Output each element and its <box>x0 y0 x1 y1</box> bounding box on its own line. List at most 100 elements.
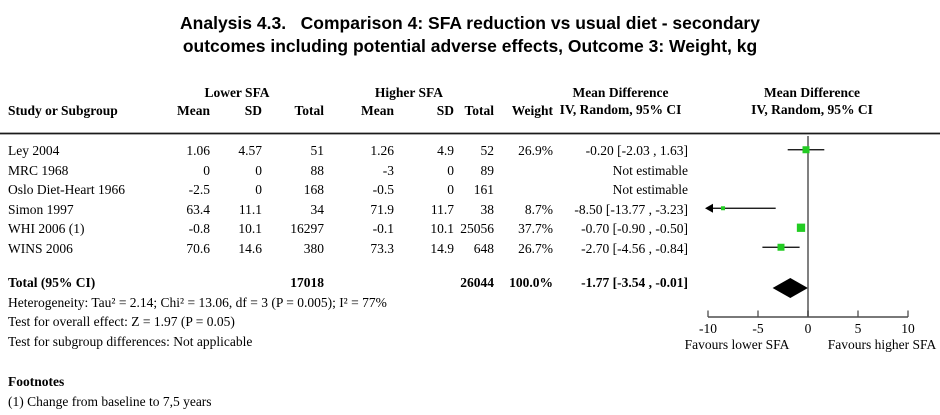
stats-line: Test for subgroup differences: Not appli… <box>8 333 253 349</box>
column-header-row: Study or Subgroup Mean SD Total Mean SD … <box>8 85 692 120</box>
table-row: WHI 2006 (1) -0.8 10.1 16297 -0.1 10.1 2… <box>8 219 692 239</box>
col-study: Study or Subgroup <box>8 103 118 118</box>
plot-header-line2: IV, Random, 95% CI <box>751 102 873 117</box>
sd-lower: 0 <box>255 182 262 197</box>
sd-higher: 4.9 <box>437 143 454 158</box>
md-ci-text: Not estimable <box>612 162 688 178</box>
total-higher: 161 <box>473 182 494 197</box>
total-higher-n: 26044 <box>460 275 494 290</box>
weight-value: 26.9% <box>518 143 553 158</box>
col-mean-higher: Mean <box>361 103 394 118</box>
favours-right-label: Favours higher SFA <box>828 337 937 352</box>
md-ci-text: -0.20 [-2.03 , 1.63] <box>585 143 688 158</box>
study-name: Ley 2004 <box>8 143 60 158</box>
col-total-lower: Total <box>294 103 324 118</box>
mean-lower: 1.06 <box>186 143 210 158</box>
col-total-higher: Total <box>464 103 494 118</box>
stats-line: Heterogeneity: Tau² = 2.14; Chi² = 13.06… <box>8 294 387 310</box>
col-sd-higher: SD <box>436 103 454 118</box>
analysis-title-line2: outcomes including potential adverse eff… <box>182 36 758 56</box>
group-header-row: Lower SFA Higher SFA <box>8 84 692 101</box>
weight-value: 26.7% <box>518 240 553 256</box>
weight-value <box>494 161 553 181</box>
md-ci-text: Not estimable <box>612 182 688 197</box>
total-lower: 380 <box>303 240 324 256</box>
total-higher: 89 <box>480 162 495 178</box>
sd-higher: 10.1 <box>430 221 454 236</box>
mean-higher: -0.1 <box>372 221 394 236</box>
total-label: Total (95% CI) <box>8 275 96 290</box>
ci-arrow-left <box>705 203 713 213</box>
total-lower: 51 <box>310 143 325 158</box>
table-row: Ley 2004 1.06 4.57 51 1.26 4.9 52 26.9% … <box>8 141 692 161</box>
stats-lines: Heterogeneity: Tau² = 2.14; Chi² = 13.06… <box>8 293 692 352</box>
col-mean-difference: Mean Difference IV, Random, 95% CI <box>553 84 688 118</box>
table-row: Simon 1997 63.4 11.1 34 71.9 11.7 38 8.7… <box>8 200 692 220</box>
md-header-line1: Mean Difference <box>572 85 669 100</box>
mean-higher: 1.26 <box>370 143 394 158</box>
mean-higher: -3 <box>382 162 394 178</box>
study-name: Oslo Diet-Heart 1966 <box>8 182 125 197</box>
total-lower: 34 <box>310 201 325 217</box>
study-name: MRC 1968 <box>8 162 69 178</box>
total-higher: 648 <box>473 240 494 256</box>
group-header-lower-sfa: Lower SFA <box>204 85 270 100</box>
sd-lower: 14.6 <box>238 240 262 256</box>
total-md: -1.77 [-3.54 , -0.01] <box>581 275 688 290</box>
footnotes-heading: Footnotes <box>8 374 65 389</box>
mean-lower: -0.8 <box>188 221 210 236</box>
axis-tick-label: 10 <box>901 321 915 336</box>
axis-tick-label: 5 <box>855 321 862 336</box>
group-header-higher-sfa: Higher SFA <box>374 85 444 100</box>
stats-line: Test for overall effect: Z = 1.97 (P = 0… <box>8 314 235 329</box>
md-ci-text: -0.70 [-0.90 , -0.50] <box>581 221 688 236</box>
table-row: WINS 2006 70.6 14.6 380 73.3 14.9 648 26… <box>8 239 692 259</box>
forest-table: Lower SFA Higher SFA Study or Subgroup M… <box>8 84 692 351</box>
table-row: MRC 1968 0 0 88 -3 0 89 Not estimable <box>8 161 692 181</box>
study-name: Simon 1997 <box>8 201 74 217</box>
summary-diamond <box>772 278 808 298</box>
effect-square <box>802 146 810 154</box>
mean-lower: 0 <box>203 162 210 178</box>
study-name: WHI 2006 (1) <box>8 221 85 236</box>
sd-higher: 14.9 <box>430 240 454 256</box>
axis-tick-label: -10 <box>699 321 717 336</box>
col-sd-lower: SD <box>244 103 262 118</box>
axis-tick-label: -5 <box>752 321 763 336</box>
axis-tick-label: 0 <box>805 321 812 336</box>
effect-square <box>796 223 806 232</box>
md-header-line2: IV, Random, 95% CI <box>559 102 682 117</box>
plot-column-header: Mean Difference IV, Random, 95% CI <box>692 84 932 118</box>
effect-square <box>721 206 725 211</box>
mean-lower: 70.6 <box>186 240 210 256</box>
footnote-item: (1) Change from baseline to 7,5 years <box>8 394 212 409</box>
sd-lower: 4.57 <box>238 143 262 158</box>
col-weight: Weight <box>511 103 553 118</box>
total-lower: 88 <box>310 162 325 178</box>
total-higher: 38 <box>480 201 495 217</box>
total-lower-n: 17018 <box>290 275 324 290</box>
plot-header-line1: Mean Difference <box>763 85 861 100</box>
footnote-items: (1) Change from baseline to 7,5 years <box>8 392 212 412</box>
mean-higher: -0.5 <box>372 182 394 197</box>
weight-value: 8.7% <box>524 201 553 217</box>
total-higher: 52 <box>480 143 495 158</box>
mean-lower: -2.5 <box>188 182 210 197</box>
mean-higher: 73.3 <box>370 240 394 256</box>
table-row: Oslo Diet-Heart 1966 -2.5 0 168 -0.5 0 1… <box>8 180 692 200</box>
md-ci-text: -2.70 [-4.56 , -0.84] <box>581 240 688 256</box>
total-lower: 168 <box>303 182 324 197</box>
sd-lower: 11.1 <box>238 201 262 217</box>
mean-higher: 71.9 <box>370 201 394 217</box>
md-ci-text: -8.50 [-13.77 , -3.23] <box>574 201 688 217</box>
total-weight: 100.0% <box>509 275 553 290</box>
analysis-title: Analysis 4.3. Comparison 4: SFA reductio… <box>0 12 940 58</box>
favours-left-label: Favours lower SFA <box>685 337 790 352</box>
sd-lower: 0 <box>255 162 262 178</box>
sd-higher: 11.7 <box>430 201 454 217</box>
weight-value: 37.7% <box>518 221 553 236</box>
total-row: Total (95% CI) 17018 26044 100.0% -1.77 … <box>8 273 692 293</box>
analysis-title-line1: Analysis 4.3. Comparison 4: SFA reductio… <box>180 13 760 33</box>
effect-square <box>777 243 785 251</box>
